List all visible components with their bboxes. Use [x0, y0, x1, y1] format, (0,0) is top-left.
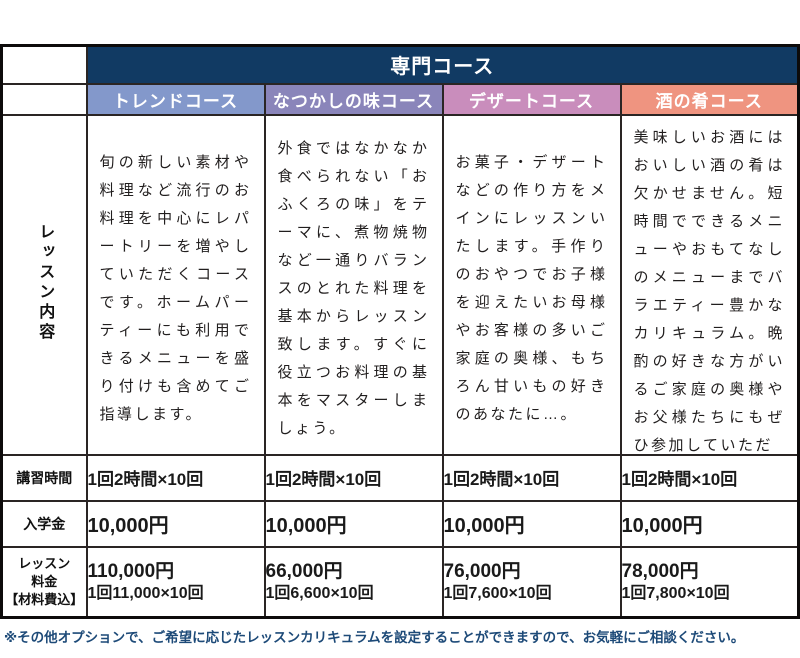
fee-row: レッスン 料金 【材料費込】 110,000円 1回11,000×10回 66,…: [0, 545, 800, 619]
hours-cell-sakana: 1回2時間×10回: [619, 453, 800, 502]
header-row: 専門コース: [0, 44, 800, 85]
fee-total: 110,000円: [87, 560, 175, 582]
course-header-trend: トレンドコース: [85, 82, 266, 116]
admission-row: 入学金 10,000円 10,000円 10,000円 10,000円: [0, 499, 800, 548]
description-cell-trend: 旬の新しい素材や料理など流行のお料理を中心にレパートリーを増やしていただくコース…: [85, 113, 266, 456]
fee-cell-sakana: 78,000円 1回7,800×10回: [619, 545, 800, 619]
table-title: 専門コース: [85, 44, 800, 85]
corner-cell-names: [0, 82, 88, 116]
hours-cell-natsukashi: 1回2時間×10回: [263, 453, 444, 502]
fee-detail: 1回11,000×10回: [87, 585, 204, 603]
course-price-table: 専門コース トレンドコース なつかしの味コース デザートコース 酒の肴コース レ…: [0, 44, 800, 619]
fee-detail: 1回7,800×10回: [621, 585, 730, 603]
fee-cell-trend: 110,000円 1回11,000×10回: [85, 545, 266, 619]
corner-cell-top: [0, 44, 88, 85]
fee-detail: 1回7,600×10回: [443, 585, 552, 603]
course-name-row: トレンドコース なつかしの味コース デザートコース 酒の肴コース: [0, 82, 800, 116]
row-label-admission: 入学金: [0, 499, 88, 548]
fee-detail: 1回6,600×10回: [265, 585, 374, 603]
fee-cell-natsukashi: 66,000円 1回6,600×10回: [263, 545, 444, 619]
description-text: 旬の新しい素材や料理など流行のお料理を中心にレパートリーを増やしていただくコース…: [99, 153, 252, 423]
lesson-content-label: レッスン内容: [36, 223, 54, 343]
description-cell-sakana: 美味しいお酒にはおいしい酒の肴は欠かせません。短時間でできるメニューやおもてなし…: [619, 113, 800, 456]
row-label-hours: 講習時間: [0, 453, 88, 502]
options-footnote: ※その他オプションで、ご希望に応じたレッスンカリキュラムを設定することができます…: [4, 630, 745, 645]
fee-total: 66,000円: [265, 560, 343, 582]
description-cell-natsukashi: 外食ではなかなか食べられない「おふくろの味」をテーマに、煮物焼物など一通りバラン…: [263, 113, 444, 456]
fee-total: 76,000円: [443, 560, 521, 582]
row-label-fee: レッスン 料金 【材料費込】: [0, 545, 88, 619]
description-cell-dessert: お菓子・デザートなどの作り方をメインにレッスンいたします。手作りのおやつでお子様…: [441, 113, 622, 456]
course-header-sakana: 酒の肴コース: [619, 82, 800, 116]
course-header-natsukashi: なつかしの味コース: [263, 82, 444, 116]
row-label-lesson-content: レッスン内容: [0, 113, 88, 456]
admission-cell-trend: 10,000円: [85, 499, 266, 548]
admission-cell-dessert: 10,000円: [441, 499, 622, 548]
course-header-dessert: デザートコース: [441, 82, 622, 116]
hours-cell-trend: 1回2時間×10回: [85, 453, 266, 502]
admission-cell-natsukashi: 10,000円: [263, 499, 444, 548]
lesson-content-row: レッスン内容 旬の新しい素材や料理など流行のお料理を中心にレパートリーを増やして…: [0, 113, 800, 456]
hours-cell-dessert: 1回2時間×10回: [441, 453, 622, 502]
description-text: 美味しいお酒にはおいしい酒の肴は欠かせません。短時間でできるメニューやおもてなし…: [633, 128, 785, 454]
hours-row: 講習時間 1回2時間×10回 1回2時間×10回 1回2時間×10回 1回2時間…: [0, 453, 800, 502]
fee-cell-dessert: 76,000円 1回7,600×10回: [441, 545, 622, 619]
description-text: お菓子・デザートなどの作り方をメインにレッスンいたします。手作りのおやつでお子様…: [455, 153, 608, 423]
fee-total: 78,000円: [621, 560, 699, 582]
admission-cell-sakana: 10,000円: [619, 499, 800, 548]
description-text: 外食ではなかなか食べられない「おふくろの味」をテーマに、煮物焼物など一通りバラン…: [277, 139, 430, 437]
